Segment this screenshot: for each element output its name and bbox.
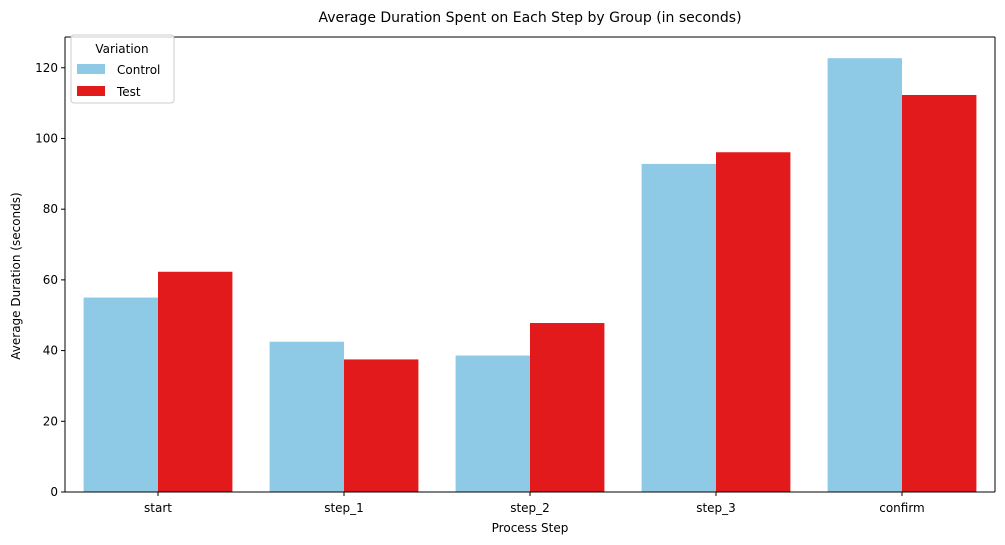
bar-control-step_3: [641, 163, 716, 492]
bar-test-step_2: [530, 323, 605, 492]
legend-title: Variation: [95, 42, 148, 56]
x-tick-label-step_1: step_1: [324, 501, 364, 515]
legend-swatch-control: [77, 64, 105, 74]
y-tick-label-40: 40: [43, 344, 58, 358]
plot-area: 0 20 40 60 80 100 120 start step_1 step_2 step_3 co…: [35, 36, 996, 515]
legend-swatch-test: [77, 86, 105, 96]
x-tick-label-confirm: confirm: [879, 501, 925, 515]
x-axis-title: Process Step: [492, 521, 569, 535]
bar-test-step_3: [716, 152, 791, 493]
legend-label-test: Test: [116, 85, 141, 99]
x-tick-label-step_2: step_2: [510, 501, 550, 515]
legend: Variation Control Test: [70, 34, 175, 104]
bar-control-confirm: [827, 58, 902, 492]
x-tick-label-step_3: step_3: [696, 501, 736, 515]
bar-test-start: [158, 271, 233, 492]
y-tick-label-80: 80: [43, 202, 58, 216]
y-tick-label-0: 0: [50, 485, 58, 499]
bar-test-step_1: [344, 359, 419, 492]
y-tick-label-20: 20: [43, 414, 58, 428]
x-tick-label-start: start: [144, 501, 172, 515]
y-tick-label-60: 60: [43, 273, 58, 287]
bar-test-confirm: [902, 94, 977, 492]
y-tick-label-100: 100: [35, 131, 58, 145]
bar-control-start: [83, 297, 158, 492]
bar-control-step_2: [455, 355, 530, 492]
chart-title: Average Duration Spent on Each Step by G…: [318, 10, 741, 26]
bar-control-step_1: [269, 341, 344, 492]
legend-label-control: Control: [117, 63, 160, 77]
y-axis-title: Average Duration (seconds): [9, 192, 23, 359]
y-tick-label-120: 120: [35, 61, 58, 75]
